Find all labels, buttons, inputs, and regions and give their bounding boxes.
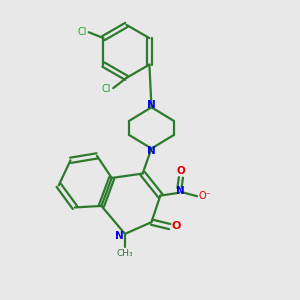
Text: N: N: [176, 186, 184, 196]
Text: O: O: [172, 221, 181, 231]
Text: O⁻: O⁻: [199, 191, 212, 201]
Text: Cl: Cl: [77, 27, 87, 37]
Text: N: N: [115, 231, 124, 241]
Text: O: O: [176, 167, 185, 176]
Text: CH₃: CH₃: [117, 249, 133, 258]
Text: N: N: [147, 146, 156, 156]
Text: Cl: Cl: [102, 84, 111, 94]
Text: N: N: [147, 100, 156, 110]
